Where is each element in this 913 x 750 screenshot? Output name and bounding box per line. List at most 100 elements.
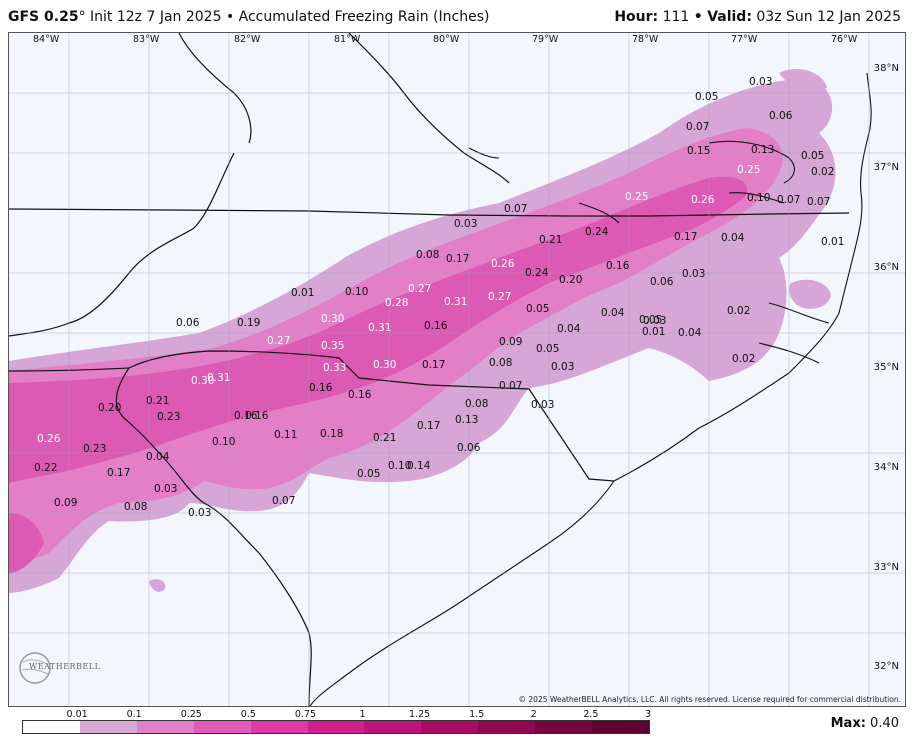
lon-label: 81°W bbox=[334, 34, 361, 45]
value-label: 0.03 bbox=[682, 268, 705, 280]
value-label: 0.04 bbox=[146, 451, 170, 463]
value-label: 0.03 bbox=[454, 218, 477, 230]
value-label: 0.03 bbox=[643, 315, 666, 327]
value-label: 0.08 bbox=[416, 249, 439, 261]
value-label: 0.04 bbox=[678, 327, 702, 339]
value-label: 0.03 bbox=[749, 76, 772, 88]
logo-globe-icon bbox=[19, 652, 51, 684]
value-label: 0.31 bbox=[207, 372, 230, 384]
value-label: 0.19 bbox=[237, 317, 260, 329]
value-label: 0.26 bbox=[37, 433, 61, 445]
value-label: 0.25 bbox=[737, 164, 760, 176]
color-legend-tick: 2 bbox=[530, 709, 537, 720]
lon-label: 78°W bbox=[632, 34, 659, 45]
lat-label: 34°N bbox=[873, 462, 899, 473]
value-label: 0.16 bbox=[309, 382, 333, 394]
value-label: 0.16 bbox=[424, 320, 448, 332]
value-label: 0.06 bbox=[769, 110, 793, 122]
value-label: 0.02 bbox=[727, 305, 750, 317]
hour-label: Hour: bbox=[614, 9, 659, 25]
value-label: 0.20 bbox=[559, 274, 582, 286]
value-label: 0.22 bbox=[34, 462, 57, 474]
header-valid: Hour: 111 • Valid: 03z Sun 12 Jan 2025 bbox=[614, 9, 901, 25]
lon-label: 83°W bbox=[133, 34, 160, 45]
value-label: 0.09 bbox=[54, 497, 77, 509]
shading-deep bbox=[9, 176, 748, 573]
value-label: 0.15 bbox=[687, 145, 710, 157]
value-label: 0.31 bbox=[368, 322, 391, 334]
lon-label: 76°W bbox=[831, 34, 858, 45]
valid-value: 03z Sun 12 Jan 2025 bbox=[756, 9, 901, 25]
value-label: 0.30 bbox=[191, 375, 214, 387]
value-label: 0.25 bbox=[625, 191, 648, 203]
max-value: 0.40 bbox=[870, 716, 899, 731]
value-label: 0.16 bbox=[234, 410, 258, 422]
value-label: 0.13 bbox=[455, 414, 478, 426]
value-label: 0.20 bbox=[98, 402, 121, 414]
color-legend-tick: 0.1 bbox=[126, 709, 142, 720]
lat-label: 36°N bbox=[873, 262, 899, 273]
logo-text: WEATHERBELL bbox=[29, 662, 101, 671]
value-label: 0.21 bbox=[373, 432, 396, 444]
value-label: 0.23 bbox=[83, 443, 106, 455]
value-label: 0.04 bbox=[557, 323, 581, 335]
map-panel: 0.03 0.05 0.06 0.07 0.15 0.13 0.05 0.02 0.25 0.25… bbox=[8, 32, 906, 707]
value-label: 0.24 bbox=[525, 267, 549, 279]
value-label: 0.17 bbox=[422, 359, 445, 371]
lon-label: 80°W bbox=[433, 34, 460, 45]
separator: • bbox=[225, 9, 235, 25]
value-label: 0.01 bbox=[642, 326, 665, 338]
weatherbell-logo: WEATHERBELL bbox=[13, 650, 105, 686]
value-label: 0.14 bbox=[407, 460, 431, 472]
hour-value: 111 bbox=[662, 9, 690, 25]
value-label: 0.03 bbox=[154, 483, 177, 495]
lon-label: 82°W bbox=[234, 34, 261, 45]
value-label: 0.04 bbox=[601, 307, 625, 319]
value-label: 0.02 bbox=[732, 353, 755, 365]
value-label: 0.16 bbox=[348, 389, 372, 401]
max-label: Max: bbox=[830, 716, 866, 731]
lat-label: 32°N bbox=[873, 661, 899, 672]
max-value-label: Max: 0.40 bbox=[831, 716, 899, 731]
value-label: 0.05 bbox=[526, 303, 549, 315]
lat-label: 37°N bbox=[873, 162, 899, 173]
county-lines bbox=[9, 33, 905, 706]
value-label: 0.03 bbox=[188, 507, 211, 519]
color-legend-tick: 0.25 bbox=[180, 709, 202, 720]
valid-label: Valid: bbox=[707, 9, 752, 25]
value-label: 0.23 bbox=[157, 411, 180, 423]
value-label: 0.05 bbox=[357, 468, 380, 480]
color-legend-segment bbox=[250, 721, 308, 733]
color-legend-bar bbox=[22, 720, 650, 734]
degree-symbol: ° bbox=[78, 9, 86, 25]
value-label: 0.09 bbox=[499, 336, 522, 348]
value-label: 0.08 bbox=[489, 357, 512, 369]
value-label: 0.03 bbox=[551, 361, 574, 373]
color-legend-segment bbox=[364, 721, 422, 733]
value-label: 0.07 bbox=[272, 495, 295, 507]
value-label: 0.07 bbox=[504, 203, 527, 215]
value-label: 0.04 bbox=[721, 232, 745, 244]
color-legend-segment bbox=[307, 721, 365, 733]
color-legend-segment bbox=[478, 721, 536, 733]
value-label: 0.24 bbox=[585, 226, 609, 238]
freezing-rain-values: 0.03 0.05 0.06 0.07 0.15 0.13 0.05 0.02 0.25 0.25… bbox=[34, 76, 844, 519]
value-label: 0.27 bbox=[408, 283, 431, 295]
color-legend-segment bbox=[421, 721, 479, 733]
value-label: 0.06 bbox=[650, 276, 674, 288]
color-legend-tick: 2.5 bbox=[583, 709, 599, 720]
value-label: 0.26 bbox=[491, 258, 515, 270]
value-label: 0.08 bbox=[124, 501, 147, 513]
value-label: 0.02 bbox=[811, 166, 834, 178]
lon-label: 77°W bbox=[731, 34, 758, 45]
value-label: 0.10 bbox=[388, 460, 411, 472]
model-name: GFS 0.25 bbox=[8, 9, 79, 25]
value-label: 0.27 bbox=[267, 335, 290, 347]
value-label: 0.17 bbox=[417, 420, 440, 432]
value-label: 0.01 bbox=[821, 236, 844, 248]
value-label: 0.06 bbox=[176, 317, 200, 329]
value-label: 0.35 bbox=[321, 340, 344, 352]
lon-label: 84°W bbox=[33, 34, 60, 45]
value-label: 0.17 bbox=[107, 467, 130, 479]
map-canvas: 0.03 0.05 0.06 0.07 0.15 0.13 0.05 0.02 0.25 0.25… bbox=[9, 33, 905, 706]
